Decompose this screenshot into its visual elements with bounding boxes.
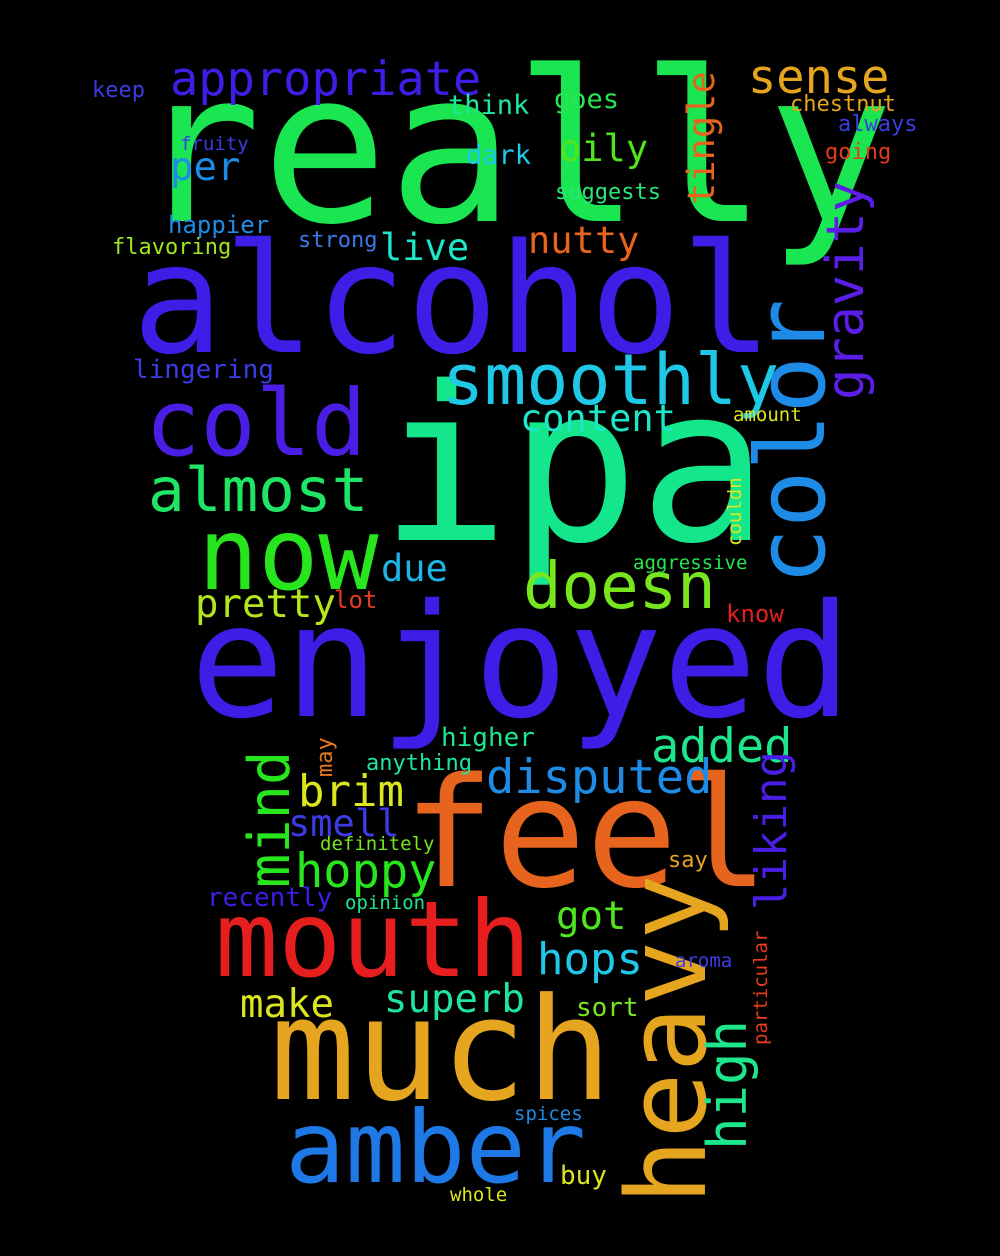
word-flavoring: flavoring [112, 235, 232, 260]
word-aroma: aroma [675, 950, 733, 972]
word-superb: superb [384, 977, 525, 1022]
word-added: added [651, 719, 793, 774]
word-make: make [240, 982, 334, 1027]
word-alcohol: alcohol [132, 211, 773, 388]
word-per: per [170, 145, 241, 190]
word-nutty: nutty [528, 219, 640, 262]
word-liking: liking [746, 751, 797, 910]
word-know: know [726, 600, 784, 628]
word-chestnut: chestnut [790, 92, 896, 117]
word-say: say [668, 848, 708, 873]
word-fruity: fruity [180, 133, 249, 155]
word-sort: sort [576, 993, 639, 1023]
word-doesn: doesn [523, 550, 716, 624]
word-almost: almost [148, 455, 369, 526]
word-going: going [825, 140, 892, 165]
word-buy: buy [560, 1161, 607, 1191]
word-amber: amber [285, 1089, 587, 1206]
word-keep: keep [92, 78, 145, 103]
word-oily: oily [559, 127, 649, 170]
word-may: may [313, 737, 338, 777]
word-smell: smell [288, 802, 400, 845]
word-sense: sense [748, 50, 890, 105]
word-aggressive: aggressive [633, 552, 748, 574]
word-due: due [381, 547, 448, 590]
word-feel: feel [403, 745, 770, 922]
word-much: much [270, 968, 612, 1133]
word-smoothly: smoothly [442, 339, 780, 421]
word-gravity: gravity [816, 180, 876, 400]
word-tingle: tingle [680, 71, 723, 205]
word-content: content [520, 397, 676, 440]
word-really: really [135, 26, 894, 271]
word-enjoyed: enjoyed [190, 571, 852, 754]
word-cold: cold [145, 370, 367, 477]
word-happier: happier [168, 211, 270, 239]
word-brim: brim [298, 766, 404, 817]
word-live: live [380, 226, 470, 269]
word-recently: recently [207, 883, 333, 913]
word-lingering: lingering [133, 355, 274, 385]
word-appropriate: appropriate [170, 52, 482, 107]
word-spices: spices [514, 1103, 583, 1125]
word-hops: hops [537, 934, 643, 985]
word-now: now [198, 496, 379, 613]
word-suggests: suggests [555, 180, 661, 205]
word-disputed: disputed [486, 750, 713, 805]
word-definitely: definitely [320, 833, 435, 855]
word-hoppy: hoppy [295, 844, 437, 899]
word-high: high [696, 1019, 759, 1150]
word-always: always [838, 112, 918, 137]
word-amount: amount [733, 404, 802, 426]
word-higher: higher [441, 723, 535, 753]
word-anything: anything [366, 751, 472, 776]
word-couldn: couldn [724, 477, 746, 546]
word-strong: strong [298, 228, 378, 253]
word-think: think [448, 90, 530, 121]
word-particular: particular [750, 930, 772, 1045]
word-dark: dark [466, 140, 532, 171]
word-mouth: mouth [215, 879, 532, 1001]
word-whole: whole [450, 1184, 508, 1206]
word-lot: lot [334, 586, 378, 614]
word-got: got [556, 894, 627, 939]
word-opinion: opinion [345, 892, 426, 914]
word-ipa: ipa [380, 340, 769, 591]
word-pretty: pretty [195, 582, 336, 627]
word-goes: goes [554, 84, 620, 115]
